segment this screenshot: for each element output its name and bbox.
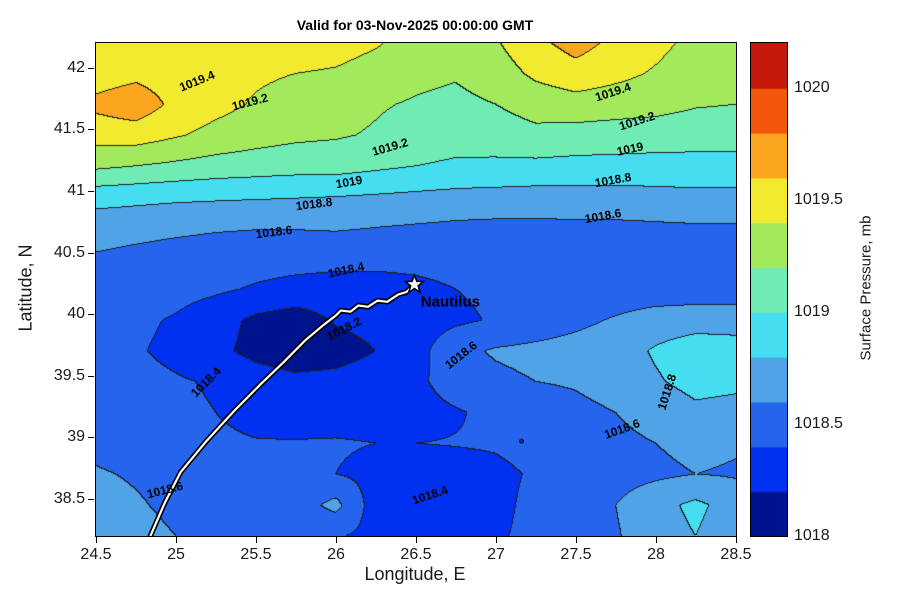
x-tick-mark xyxy=(496,537,497,543)
plot-area: 1019.4 1019.2 1019.2 1019 1018.8 1018.6 1019.4… xyxy=(95,42,737,537)
colorbar-tick-label: 1019.5 xyxy=(794,190,843,208)
contour-label: 1018.4 xyxy=(326,259,365,281)
y-tick-label: 39 xyxy=(67,428,85,446)
y-tick-mark xyxy=(88,499,94,501)
y-tick-label: 40 xyxy=(67,305,85,323)
colorbar-tick-label: 1020 xyxy=(794,78,830,96)
x-tick-label: 24.5 xyxy=(80,546,112,563)
y-tick-label: 41.5 xyxy=(53,120,85,138)
contour-label: 1018.6 xyxy=(583,205,623,226)
contour-label: 1018.6 xyxy=(442,337,480,372)
x-tick-mark xyxy=(656,537,657,543)
y-tick-mark xyxy=(88,437,94,439)
x-tick-label: 28.5 xyxy=(720,546,752,563)
contour-label: 1018.6 xyxy=(602,415,643,442)
x-tick-mark xyxy=(96,537,97,543)
contour-label: 1019.4 xyxy=(593,79,633,105)
contour-label: 1019.4 xyxy=(177,67,217,95)
colorbar-tick-label: 1018 xyxy=(794,527,830,544)
x-axis-label: Longitude, E xyxy=(364,564,466,584)
colorbar-canvas xyxy=(751,43,787,536)
contour-label: 1018.4 xyxy=(188,364,225,400)
contour-dot xyxy=(518,438,525,444)
contour-label: 1018.8 xyxy=(593,169,633,190)
colorbar-tick-label: 1018.5 xyxy=(794,414,843,432)
colorbar-label: Surface Pressure, mb xyxy=(857,215,875,361)
y-tick-mark xyxy=(88,314,94,316)
ship-position-star xyxy=(403,272,426,295)
x-tick-label: 27 xyxy=(487,546,505,563)
y-tick-mark xyxy=(88,67,94,69)
x-tick-mark xyxy=(256,537,257,543)
contour-label: 1018.2 xyxy=(324,314,364,344)
x-tick-label: 26 xyxy=(327,546,345,563)
y-tick-label: 38.5 xyxy=(53,490,85,508)
colorbar-tick-label: 1019 xyxy=(794,302,830,320)
y-tick-mark xyxy=(88,190,94,192)
contour-label: 1018.6 xyxy=(145,479,185,502)
ship-track-line xyxy=(149,283,416,536)
track-name-label: Nautilus xyxy=(420,293,480,311)
contour-label: 1019.2 xyxy=(230,90,270,114)
y-tick-mark xyxy=(88,375,94,377)
contour-label: 1019.2 xyxy=(617,108,657,133)
x-tick-mark xyxy=(416,537,417,543)
y-tick-label: 40.5 xyxy=(53,243,85,261)
contour-label: 1018.8 xyxy=(294,195,333,214)
contour-label: 1019 xyxy=(615,139,645,159)
y-tick-label: 39.5 xyxy=(53,366,85,384)
x-tick-label: 26.5 xyxy=(400,546,432,563)
contour-label: 1019 xyxy=(334,173,364,192)
y-axis-label: Latitude, N xyxy=(15,244,36,332)
x-tick-mark xyxy=(576,537,577,543)
x-tick-label: 27.5 xyxy=(560,546,592,563)
x-tick-mark xyxy=(176,537,177,543)
x-tick-label: 28 xyxy=(647,546,665,563)
track-overlay-svg xyxy=(147,272,525,536)
x-tick-label: 25 xyxy=(167,546,185,563)
colorbar xyxy=(750,42,788,537)
contour-label: 1018.8 xyxy=(654,372,680,412)
contour-label: 1019.2 xyxy=(370,134,410,159)
x-tick-mark xyxy=(336,537,337,543)
y-tick-label: 42 xyxy=(67,58,85,76)
contour-label: 1018.6 xyxy=(254,222,293,241)
y-tick-mark xyxy=(88,252,94,254)
plot-title: Valid for 03-Nov-2025 00:00:00 GMT xyxy=(296,17,534,33)
contour-labels-layer: 1019.4 1019.2 1019.2 1019 1018.8 1018.6 1019.4… xyxy=(96,43,736,536)
y-tick-label: 41 xyxy=(67,181,85,199)
y-tick-mark xyxy=(88,129,94,131)
x-tick-mark xyxy=(736,537,737,543)
x-tick-label: 25.5 xyxy=(240,546,272,563)
contour-label: 1018.4 xyxy=(410,482,451,508)
